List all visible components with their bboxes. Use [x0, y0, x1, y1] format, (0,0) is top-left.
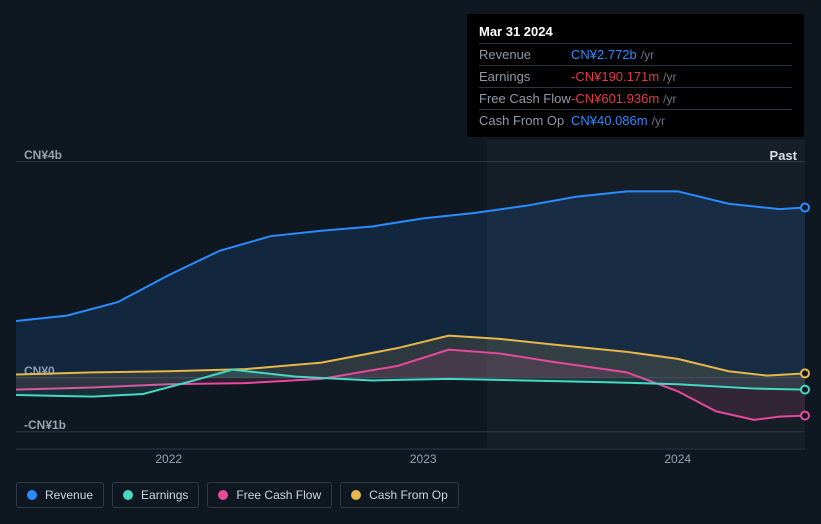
legend-item-label: Revenue	[45, 488, 93, 502]
tooltip-row-label: Free Cash Flow	[479, 91, 571, 106]
legend-color-dot	[123, 490, 133, 500]
tooltip-row: Free Cash Flow -CN¥601.936m /yr	[479, 87, 792, 109]
tooltip-row-unit: /yr	[663, 70, 676, 84]
tooltip-row-unit: /yr	[663, 92, 676, 106]
legend-color-dot	[351, 490, 361, 500]
legend-item-earnings[interactable]: Earnings	[112, 482, 199, 508]
tooltip-row-unit: /yr	[641, 48, 654, 62]
tooltip-row-label: Earnings	[479, 69, 571, 84]
legend-item-label: Cash From Op	[369, 488, 448, 502]
tooltip-row-value: CN¥40.086m	[571, 113, 648, 128]
tooltip-row-label: Revenue	[479, 47, 571, 62]
tooltip-row: Earnings -CN¥190.171m /yr	[479, 65, 792, 87]
legend-item-revenue[interactable]: Revenue	[16, 482, 104, 508]
x-axis-label: 2022	[155, 452, 182, 466]
tooltip-row: Cash From Op CN¥40.086m /yr	[479, 109, 792, 131]
tooltip-row-value: -CN¥601.936m	[571, 91, 659, 106]
tooltip-row-unit: /yr	[652, 114, 665, 128]
tooltip-date: Mar 31 2024	[479, 20, 792, 43]
tooltip-row: Revenue CN¥2.772b /yr	[479, 43, 792, 65]
tooltip-row-value: -CN¥190.171m	[571, 69, 659, 84]
x-axis-label: 2024	[664, 452, 691, 466]
tooltip-row-value: CN¥2.772b	[571, 47, 637, 62]
chart-tooltip: Mar 31 2024 Revenue CN¥2.772b /yr Earnin…	[467, 14, 804, 137]
legend-color-dot	[27, 490, 37, 500]
line-chart	[16, 140, 805, 448]
legend-item-cash-from-op[interactable]: Cash From Op	[340, 482, 459, 508]
legend-color-dot	[218, 490, 228, 500]
x-axis-label: 2023	[410, 452, 437, 466]
legend: Revenue Earnings Free Cash Flow Cash Fro…	[16, 482, 459, 508]
tooltip-row-label: Cash From Op	[479, 113, 571, 128]
legend-item-label: Earnings	[141, 488, 188, 502]
legend-item-label: Free Cash Flow	[236, 488, 321, 502]
legend-item-free-cash-flow[interactable]: Free Cash Flow	[207, 482, 332, 508]
